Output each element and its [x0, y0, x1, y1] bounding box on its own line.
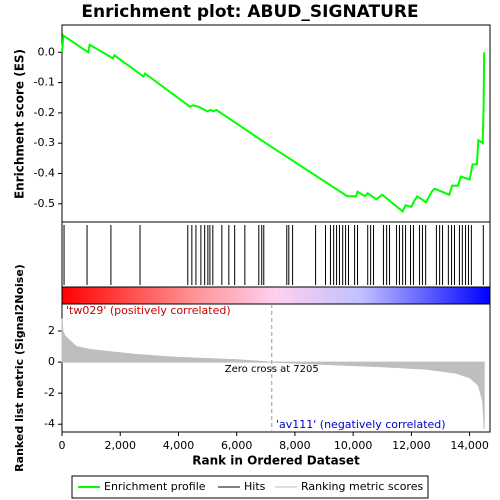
x-axis-title: Rank in Ordered Dataset: [192, 454, 360, 468]
y-tick-label: 0.0: [38, 45, 56, 58]
legend-label: Ranking metric scores: [301, 480, 423, 493]
x-tick-label: 0: [59, 439, 66, 452]
y-tick-label: -0.1: [34, 76, 55, 89]
metric-y-tick-label: -2: [44, 386, 55, 399]
x-tick-label: 14,000: [450, 439, 489, 452]
x-tick-label: 10,000: [334, 439, 373, 452]
x-tick-label: 4,000: [163, 439, 195, 452]
legend-label: Hits: [244, 480, 266, 493]
zero-cross-label: Zero cross at 7205: [225, 364, 319, 375]
y-tick-label: -0.3: [34, 136, 55, 149]
x-tick-label: 8,000: [279, 439, 311, 452]
metric-y-tick-label: 0: [48, 355, 55, 368]
neg-label: 'av111' (negatively correlated): [276, 418, 446, 431]
legend: [71, 475, 429, 499]
metric-axis-title: Ranked list metric (Signal2Noise): [13, 264, 26, 472]
metric-y-tick-label: 2: [48, 324, 55, 337]
metric-area: [61, 318, 485, 429]
y-tick-label: -0.2: [34, 106, 55, 119]
y-axis-title: Enrichment score (ES): [13, 49, 27, 199]
metric-y-tick-label: -4: [44, 417, 55, 430]
chart-title: Enrichment plot: ABUD_SIGNATURE: [81, 2, 418, 22]
x-tick-label: 12,000: [392, 439, 431, 452]
enrichment-line: [61, 33, 486, 213]
plot-frame: [61, 24, 491, 433]
y-tick-label: -0.5: [34, 197, 55, 210]
x-tick-label: 2,000: [104, 439, 136, 452]
x-tick-label: 6,000: [221, 439, 253, 452]
color-bar: [62, 287, 490, 304]
y-tick-label: -0.4: [34, 167, 55, 180]
legend-label: Enrichment profile: [104, 480, 206, 493]
pos-label: 'tw029' (positively correlated): [66, 304, 231, 317]
